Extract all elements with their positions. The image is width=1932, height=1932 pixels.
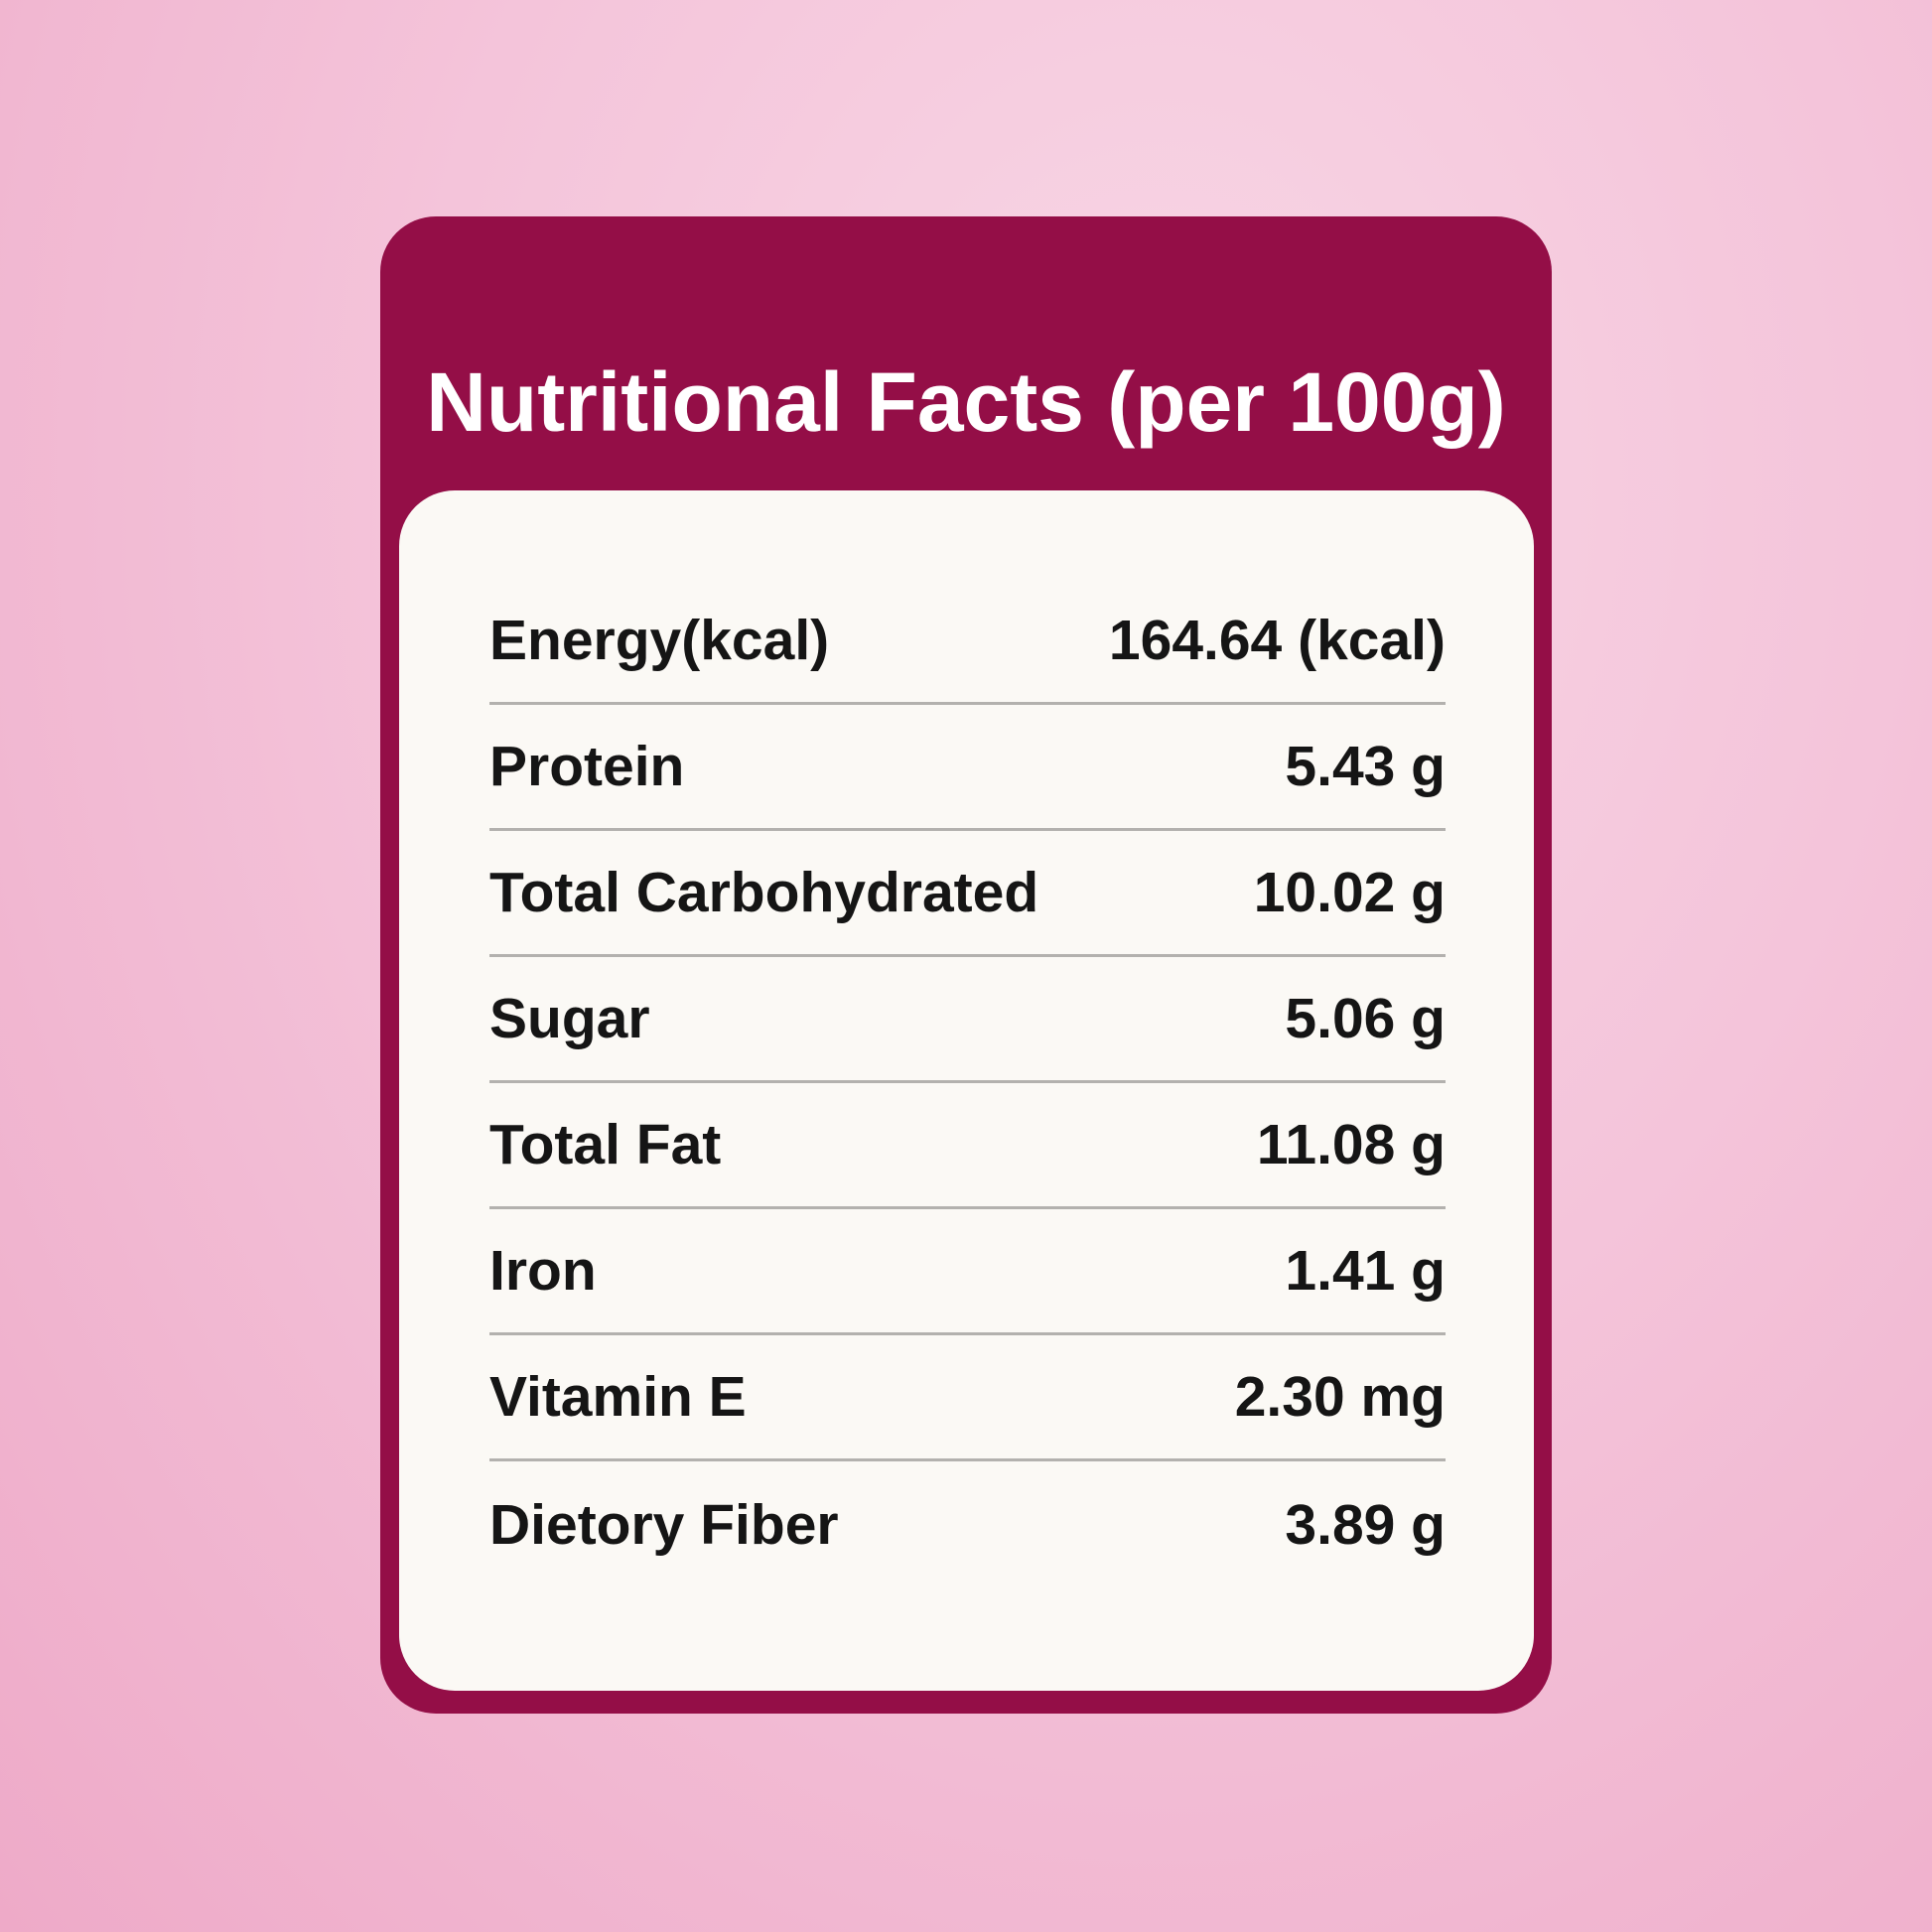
nutrient-value: 5.43 g — [1285, 735, 1446, 798]
table: Energy(kcal) 164.64 (kcal) Protein 5.43 g To… — [489, 579, 1446, 1587]
nutrient-name: Iron — [489, 1239, 597, 1303]
table-row: Total Fat 11.08 g — [489, 1083, 1446, 1209]
nutrient-name: Total Fat — [489, 1113, 722, 1176]
nutrient-value: 3.89 g — [1285, 1492, 1446, 1557]
title: Nutritional Facts (per 100g) — [426, 355, 1506, 449]
table-row: Sugar 5.06 g — [489, 957, 1446, 1083]
panel — [399, 490, 1534, 1691]
nutrient-value: 5.06 g — [1285, 987, 1446, 1050]
nutrient-name: Vitamin E — [489, 1365, 747, 1429]
table-row: Vitamin E 2.30 mg — [489, 1335, 1446, 1461]
nutrient-name: Protein — [489, 735, 685, 798]
nutrient-value: 164.64 (kcal) — [1108, 609, 1446, 672]
nutrient-name: Energy(kcal) — [489, 609, 830, 672]
table-row: Iron 1.41 g — [489, 1209, 1446, 1335]
table-row: Energy(kcal) 164.64 (kcal) — [489, 579, 1446, 705]
table-row: Total Carbohydrated 10.02 g — [489, 831, 1446, 957]
nutrient-value: 11.08 g — [1256, 1113, 1446, 1176]
nutrient-value: 1.41 g — [1285, 1239, 1446, 1303]
nutrient-value: 2.30 mg — [1234, 1365, 1446, 1429]
nutrient-name: Dietory Fiber — [489, 1492, 839, 1557]
table-row: Protein 5.43 g — [489, 705, 1446, 831]
nutrient-name: Total Carbohydrated — [489, 861, 1039, 924]
nutrient-value: 10.02 g — [1253, 861, 1446, 924]
table-row: Dietory Fiber 3.89 g — [489, 1461, 1446, 1587]
nutrient-name: Sugar — [489, 987, 650, 1050]
